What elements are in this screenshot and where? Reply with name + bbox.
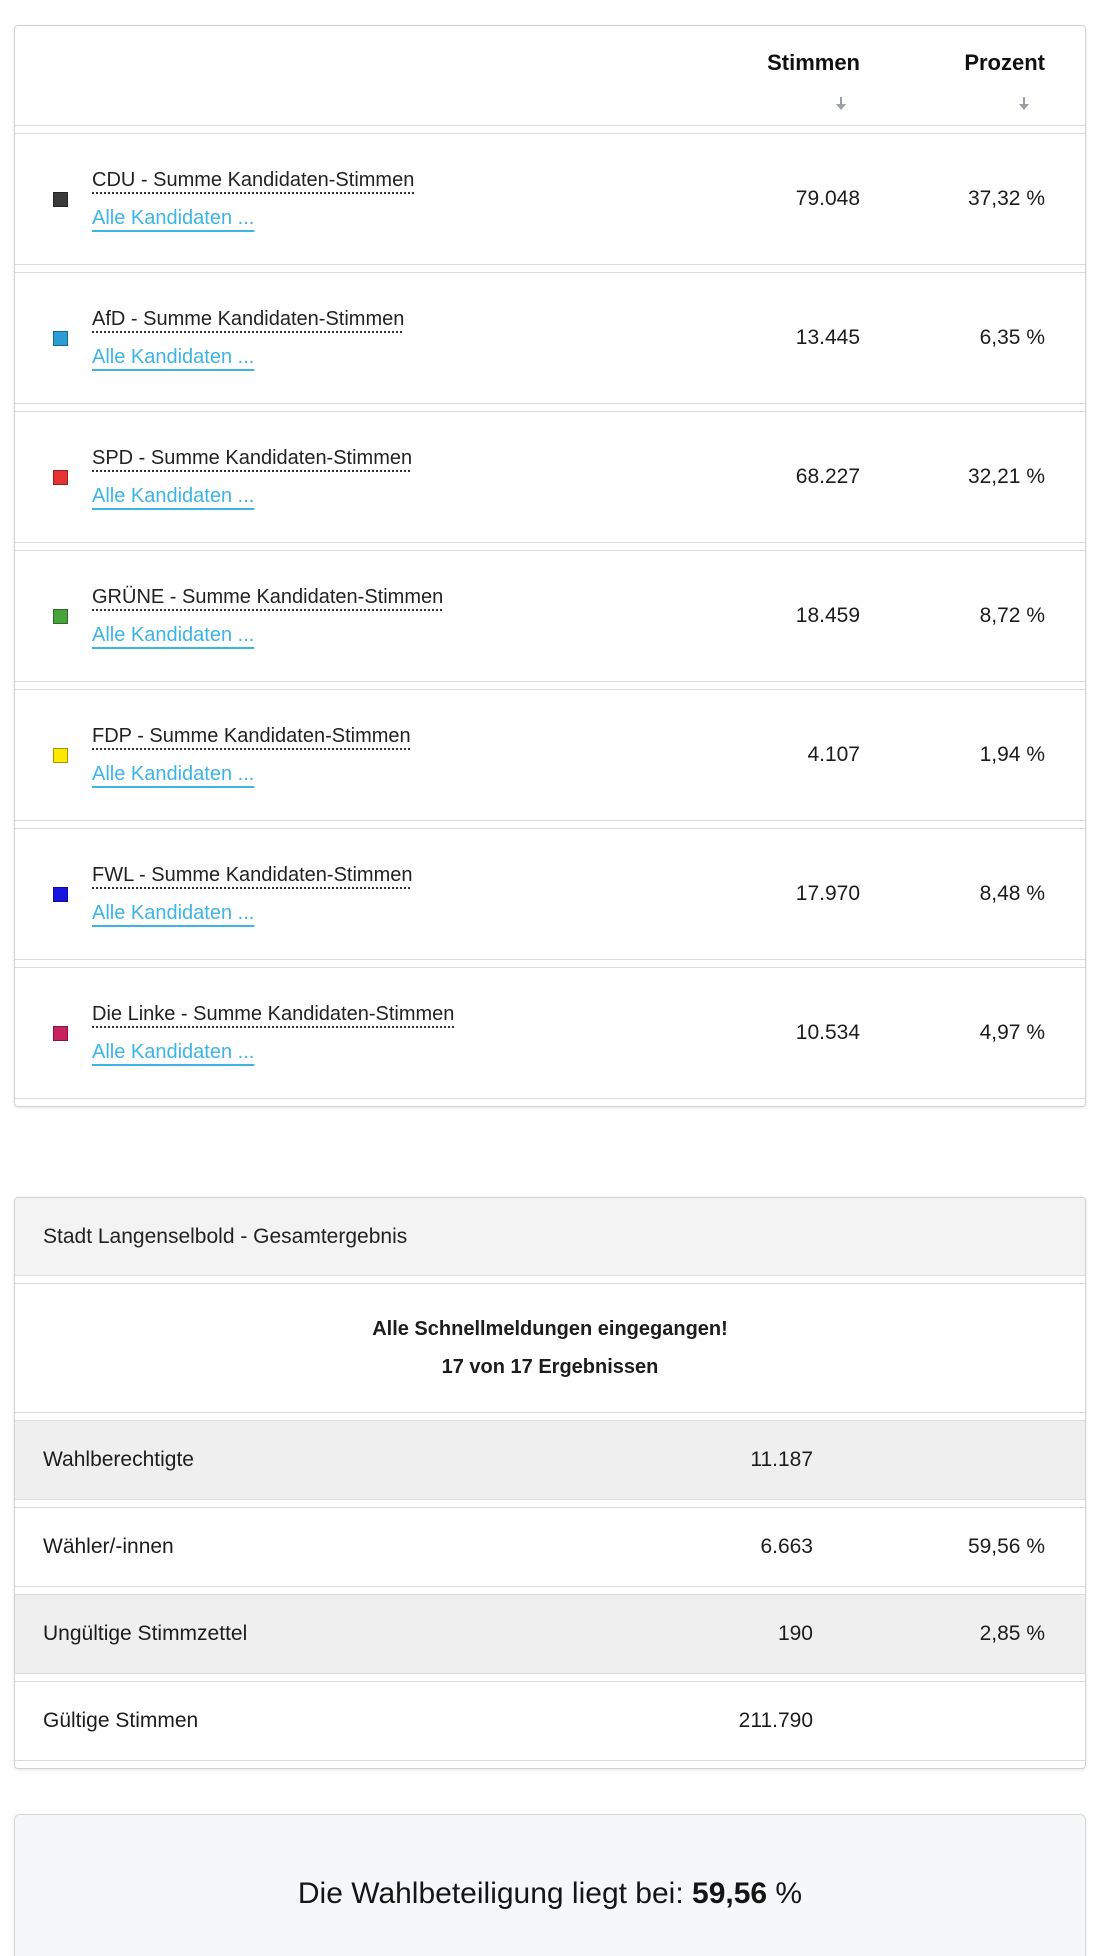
all-candidates-link[interactable]: Alle Kandidaten ... (92, 763, 255, 785)
percent-value: 32,21 % (967, 465, 1045, 488)
turnout-panel: Die Wahlbeteiligung liegt bei: 59,56 % (14, 1814, 1086, 1956)
status-line-1: Alle Schnellmeldungen eingegangen! (372, 1318, 728, 1340)
all-candidates-link[interactable]: Alle Kandidaten ... (92, 346, 255, 368)
stat-value: 190 (777, 1622, 813, 1645)
all-candidates-link[interactable]: Alle Kandidaten ... (92, 485, 255, 507)
turnout-text: Die Wahlbeteiligung liegt bei: 59,56 % (298, 1877, 802, 1911)
party-color-swatch (53, 608, 68, 624)
status-line-2: 17 von 17 Ergebnissen (441, 1356, 659, 1378)
table-row: Wähler/-innen 6.663 59,56 % (15, 1507, 1085, 1587)
party-color-swatch (53, 191, 68, 207)
stat-label: Wahlberechtigte (43, 1448, 194, 1471)
stat-value: 11.187 (750, 1448, 813, 1471)
all-candidates-link[interactable]: Alle Kandidaten ... (92, 624, 255, 646)
panel-title-text: Stadt Langenselbold - Gesamtergebnis (43, 1224, 408, 1248)
stat-label: Ungültige Stimmzettel (43, 1622, 248, 1645)
status-message: Alle Schnellmeldungen eingegangen! 17 vo… (15, 1283, 1085, 1413)
party-name-link[interactable]: Die Linke - Summe Kandidaten-Stimmen (92, 1003, 455, 1025)
table-row: CDU - Summe Kandidaten-Stimmen Alle Kand… (15, 133, 1085, 265)
table-row: SPD - Summe Kandidaten-Stimmen Alle Kand… (15, 411, 1085, 543)
table-row: Die Linke - Summe Kandidaten-Stimmen All… (15, 967, 1085, 1099)
overall-result-panel: Stadt Langenselbold - Gesamtergebnis All… (14, 1197, 1086, 1769)
party-cell: GRÜNE - Summe Kandidaten-Stimmen Alle Ka… (92, 578, 710, 654)
party-name-link[interactable]: FWL - Summe Kandidaten-Stimmen (92, 864, 413, 886)
percent-value: 4,97 % (979, 1021, 1045, 1044)
votes-value: 17.970 (795, 882, 860, 905)
percent-value: 8,48 % (979, 882, 1045, 905)
party-cell: SPD - Summe Kandidaten-Stimmen Alle Kand… (92, 439, 710, 515)
party-color-swatch (53, 330, 68, 346)
votes-value: 79.048 (795, 187, 860, 210)
all-candidates-link[interactable]: Alle Kandidaten ... (92, 207, 255, 229)
party-color-swatch (53, 747, 68, 763)
percent-value: 6,35 % (979, 326, 1045, 349)
party-color-swatch (53, 886, 68, 902)
party-name-link[interactable]: FDP - Summe Kandidaten-Stimmen (92, 725, 411, 747)
table-row: FDP - Summe Kandidaten-Stimmen Alle Kand… (15, 689, 1085, 821)
turnout-value: 59,56 (692, 1877, 768, 1910)
table-row: Wahlberechtigte 11.187 (15, 1420, 1085, 1500)
all-candidates-link[interactable]: Alle Kandidaten ... (92, 1041, 255, 1063)
turnout-prefix: Die Wahlbeteiligung liegt bei: (297, 1877, 693, 1910)
party-cell: FDP - Summe Kandidaten-Stimmen Alle Kand… (92, 717, 710, 793)
party-cell: FWL - Summe Kandidaten-Stimmen Alle Kand… (92, 856, 710, 932)
party-name-link[interactable]: GRÜNE - Summe Kandidaten-Stimmen (92, 586, 444, 608)
stat-label: Wähler/-innen (43, 1535, 174, 1558)
stimmen-column-label: Stimmen (767, 50, 860, 75)
stat-percent: 59,56 % (967, 1535, 1045, 1558)
party-results-table: Stimmen Prozent CDU - Summe Kandidaten-S… (14, 25, 1086, 1107)
percent-value: 37,32 % (967, 187, 1045, 210)
sort-descending-icon[interactable] (1016, 96, 1032, 111)
table-row: AfD - Summe Kandidaten-Stimmen Alle Kand… (15, 272, 1085, 404)
votes-value: 13.445 (795, 326, 860, 349)
votes-value: 10.534 (795, 1021, 860, 1044)
party-cell: CDU - Summe Kandidaten-Stimmen Alle Kand… (92, 161, 710, 237)
party-rows-container: CDU - Summe Kandidaten-Stimmen Alle Kand… (15, 133, 1085, 1099)
table-row: Ungültige Stimmzettel 190 2,85 % (15, 1594, 1085, 1674)
stat-label: Gültige Stimmen (43, 1709, 199, 1732)
prozent-column-label: Prozent (964, 50, 1045, 75)
table-row: Gültige Stimmen 211.790 (15, 1681, 1085, 1761)
party-color-swatch (53, 469, 68, 485)
stat-value: 6.663 (760, 1535, 813, 1558)
votes-value: 18.459 (795, 604, 860, 627)
stat-value: 211.790 (738, 1709, 813, 1732)
results-table-header: Stimmen Prozent (15, 26, 1085, 126)
percent-value: 8,72 % (979, 604, 1045, 627)
party-name-link[interactable]: AfD - Summe Kandidaten-Stimmen (92, 308, 405, 330)
votes-value: 4.107 (807, 743, 860, 766)
table-row: GRÜNE - Summe Kandidaten-Stimmen Alle Ka… (15, 550, 1085, 682)
party-cell: AfD - Summe Kandidaten-Stimmen Alle Kand… (92, 300, 710, 376)
party-name-link[interactable]: SPD - Summe Kandidaten-Stimmen (92, 447, 413, 469)
votes-value: 68.227 (795, 465, 860, 488)
panel-title: Stadt Langenselbold - Gesamtergebnis (15, 1198, 1085, 1276)
party-color-swatch (53, 1025, 68, 1041)
all-candidates-link[interactable]: Alle Kandidaten ... (92, 902, 255, 924)
percent-value: 1,94 % (979, 743, 1045, 766)
turnout-suffix: % (767, 1877, 803, 1910)
table-row: FWL - Summe Kandidaten-Stimmen Alle Kand… (15, 828, 1085, 960)
column-header-stimmen: Stimmen (710, 50, 860, 111)
stat-rows-container: Wahlberechtigte 11.187 Wähler/-innen 6.6… (15, 1420, 1085, 1761)
party-cell: Die Linke - Summe Kandidaten-Stimmen All… (92, 995, 710, 1071)
sort-descending-icon[interactable] (833, 96, 849, 111)
party-name-link[interactable]: CDU - Summe Kandidaten-Stimmen (92, 169, 415, 191)
column-header-prozent: Prozent (860, 50, 1045, 111)
stat-percent: 2,85 % (979, 1622, 1045, 1645)
